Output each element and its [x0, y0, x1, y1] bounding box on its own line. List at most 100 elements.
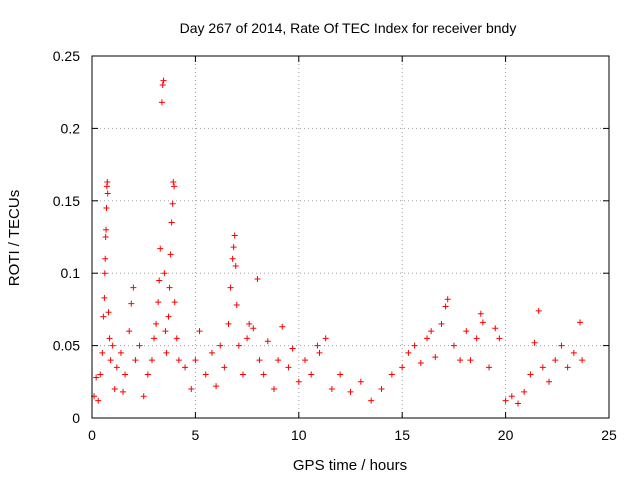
points-layer: [91, 77, 586, 407]
data-point: [151, 335, 158, 342]
data-point: [552, 357, 559, 364]
data-point: [188, 386, 195, 393]
data-point: [405, 349, 412, 356]
data-point: [117, 349, 124, 356]
data-point: [144, 371, 151, 378]
data-point: [161, 270, 168, 277]
data-point: [166, 284, 173, 291]
data-point: [424, 335, 431, 342]
data-point: [225, 320, 232, 327]
data-point: [157, 245, 164, 252]
data-point: [285, 364, 292, 371]
data-point: [314, 342, 321, 349]
data-point: [508, 393, 515, 400]
x-tick-label: 0: [88, 427, 96, 443]
x-axis-label: GPS time / hours: [293, 457, 407, 474]
data-point: [128, 300, 135, 307]
data-point: [111, 386, 118, 393]
x-tick-label: 10: [291, 427, 307, 443]
data-point: [208, 349, 215, 356]
data-point: [165, 313, 172, 320]
data-point: [442, 303, 449, 310]
data-point: [130, 284, 137, 291]
data-point: [322, 335, 329, 342]
data-point: [535, 307, 542, 314]
data-point: [570, 349, 577, 356]
data-point: [428, 328, 435, 335]
data-point: [107, 357, 114, 364]
plot-frame: [91, 55, 610, 419]
data-point: [106, 335, 113, 342]
data-point: [295, 378, 302, 385]
data-point: [244, 335, 251, 342]
data-point: [531, 339, 538, 346]
y-axis-label: ROTI / TECUs: [6, 190, 23, 286]
data-point: [148, 357, 155, 364]
data-point: [347, 388, 354, 395]
data-point: [502, 397, 509, 404]
data-point: [256, 357, 263, 364]
data-point: [577, 319, 584, 326]
data-point: [270, 386, 277, 393]
data-point: [140, 393, 147, 400]
data-point: [97, 371, 104, 378]
data-point: [103, 205, 110, 212]
data-point: [275, 357, 282, 364]
data-point: [328, 386, 335, 393]
data-point: [105, 309, 112, 316]
data-point: [227, 284, 234, 291]
data-point: [192, 357, 199, 364]
data-point: [368, 397, 375, 404]
data-point: [102, 234, 109, 240]
y-tick-labels: 0 0.05 0.1 0.15 0.2 0.25: [53, 48, 80, 426]
data-point: [202, 371, 209, 378]
data-point: [496, 335, 503, 342]
data-point: [171, 299, 178, 306]
data-point: [337, 371, 344, 378]
data-point: [173, 335, 180, 342]
data-point: [564, 364, 571, 371]
data-point: [399, 364, 406, 371]
data-point: [158, 99, 165, 106]
data-point: [302, 357, 309, 364]
data-point: [126, 328, 133, 335]
data-point: [101, 270, 108, 277]
data-point: [230, 244, 237, 251]
data-point: [93, 374, 100, 381]
data-point: [163, 349, 170, 356]
y-tick-label: 0.2: [61, 120, 81, 136]
data-point: [357, 378, 364, 385]
data-point: [250, 325, 257, 332]
data-point: [196, 328, 203, 335]
data-point: [254, 275, 261, 282]
data-point: [99, 349, 106, 356]
data-point: [479, 319, 486, 326]
data-point: [160, 77, 167, 84]
x-tick-label: 5: [192, 427, 200, 443]
data-point: [316, 349, 323, 356]
data-point: [155, 299, 162, 306]
data-point: [463, 328, 470, 335]
data-point: [246, 320, 253, 327]
data-point: [279, 323, 286, 330]
data-point: [411, 342, 418, 349]
y-tick-label: 0.05: [53, 338, 80, 354]
data-point: [113, 364, 120, 371]
data-point: [527, 371, 534, 378]
x-tick-label: 20: [498, 427, 514, 443]
data-point: [102, 255, 109, 262]
data-point: [136, 342, 143, 349]
data-point: [101, 294, 108, 301]
y-tick-label: 0: [72, 410, 80, 426]
data-point: [260, 371, 267, 378]
data-point: [159, 81, 166, 88]
data-point: [182, 364, 189, 371]
data-point: [515, 400, 522, 407]
data-point: [170, 178, 177, 185]
x-tick-label: 25: [601, 427, 617, 443]
data-point: [171, 183, 178, 190]
data-point: [457, 357, 464, 364]
data-point: [521, 388, 528, 395]
data-point: [289, 345, 296, 352]
data-point: [221, 364, 228, 371]
